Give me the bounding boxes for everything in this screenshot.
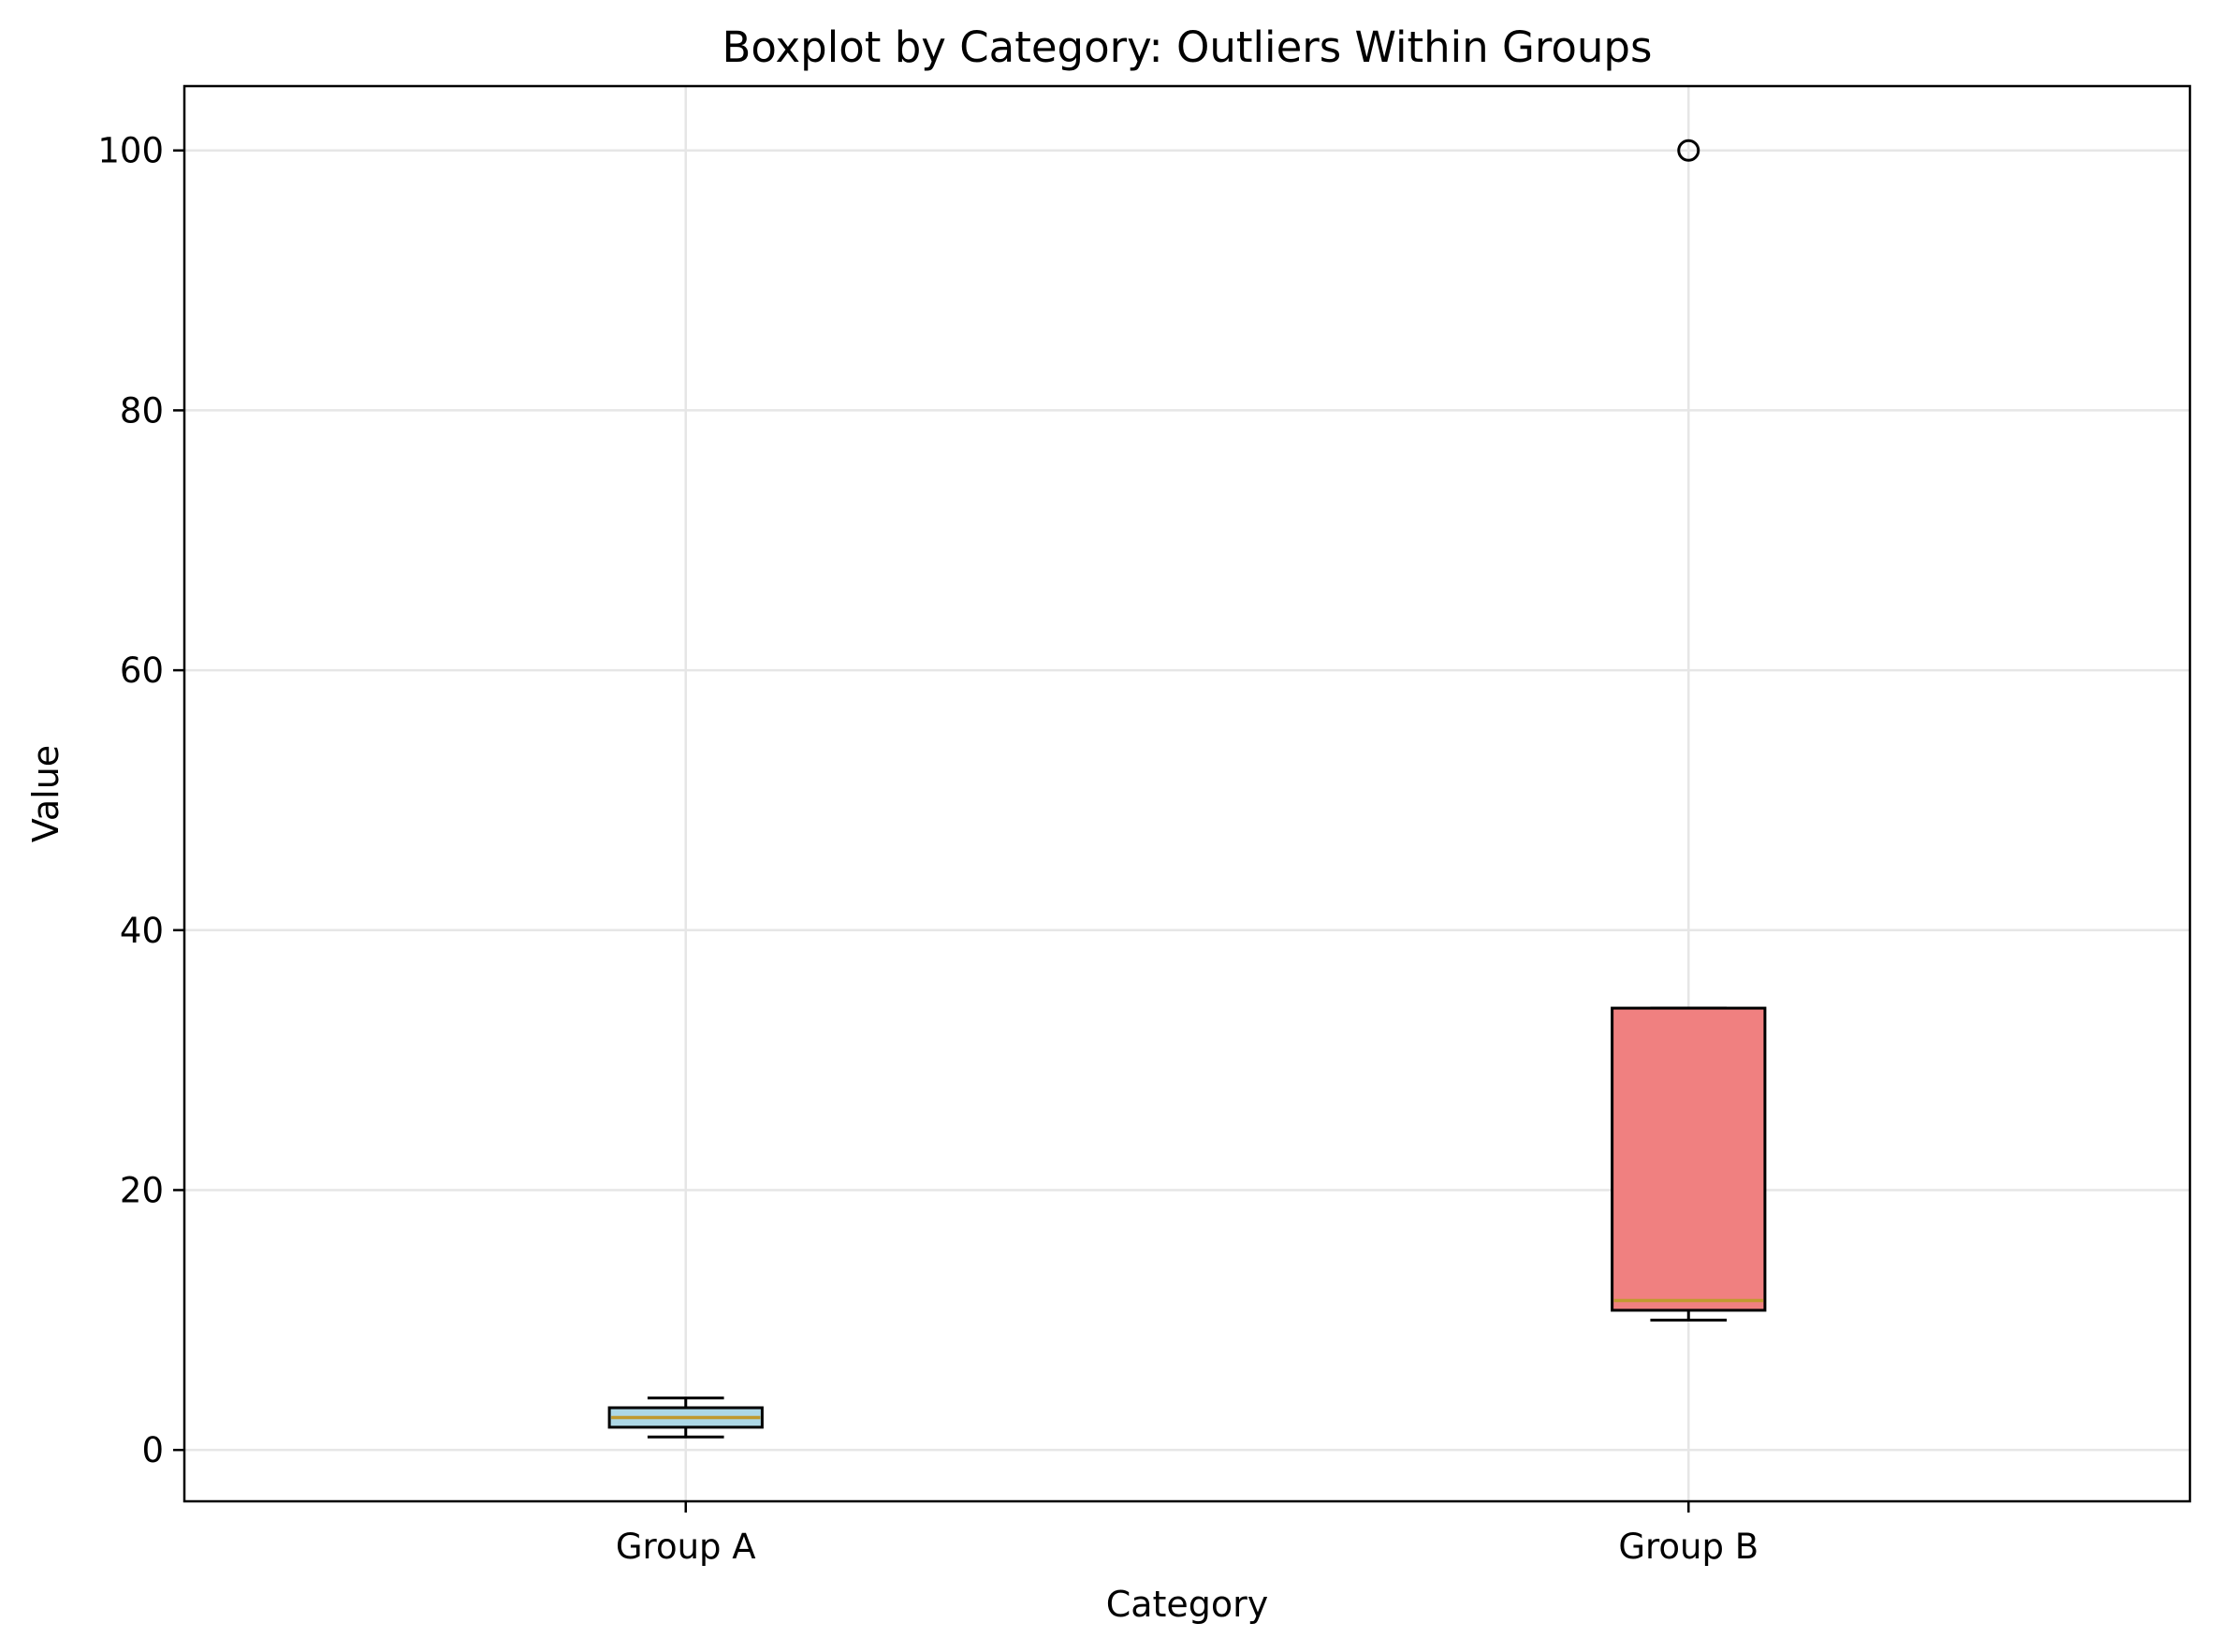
x-axis: Group A Group B [616,1501,1758,1567]
y-tick-label: 40 [120,911,164,951]
y-tick-label: 80 [120,390,164,431]
grid-lines [184,86,2190,1501]
plot-frame [182,84,2192,1503]
box-series [607,139,1767,1439]
x-tick-label: Group B [1618,1527,1758,1567]
outlier-point [1677,139,1700,162]
y-tick-label: 20 [120,1170,164,1210]
x-axis-label: Category [1106,1584,1269,1625]
box-group-b [1611,139,1767,1322]
box-group-a [607,1396,764,1439]
chart-title: Boxplot by Category: Outliers Within Gro… [722,22,1653,72]
y-tick-label: 100 [97,131,164,171]
y-tick-label: 0 [141,1430,164,1470]
box-iqr [1611,1006,1767,1312]
y-axis-label: Value [25,745,66,842]
y-axis: 0 20 40 60 80 100 [97,131,184,1470]
x-tick-label: Group A [616,1527,756,1567]
y-tick-label: 60 [120,651,164,691]
